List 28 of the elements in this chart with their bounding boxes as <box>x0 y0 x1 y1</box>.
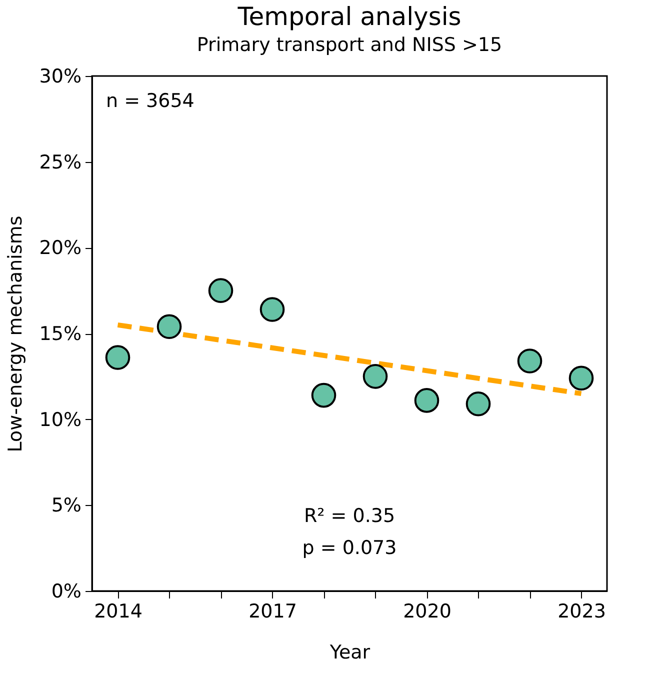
y-tick-label: 5% <box>51 494 82 517</box>
annotation: n = 3654 <box>106 90 194 112</box>
y-tick-label: 20% <box>39 237 82 260</box>
point <box>156 314 182 340</box>
point <box>568 366 594 391</box>
point <box>311 382 336 408</box>
point <box>105 345 130 370</box>
x-tick-label: 2020 <box>403 600 452 622</box>
point <box>414 388 440 413</box>
y-tick-label: 25% <box>39 151 82 174</box>
y-tick-label: 30% <box>39 66 82 88</box>
annotation: R² = 0.35 <box>304 505 396 527</box>
point <box>517 348 542 374</box>
point <box>466 392 491 416</box>
y-axis-title: Low-energy mechanisms <box>4 216 26 452</box>
annotation: p = 0.073 <box>302 537 397 559</box>
chart-title: Temporal analysis <box>236 2 462 31</box>
point <box>260 297 285 322</box>
point <box>362 364 388 389</box>
y-tick-label: 0% <box>51 580 82 602</box>
chart-subtitle: Primary transport and NISS >15 <box>196 34 502 56</box>
x-axis-title: Year <box>328 642 370 664</box>
x-tick-label: 2023 <box>558 600 606 622</box>
y-tick-label: 15% <box>39 323 82 345</box>
point <box>208 278 234 303</box>
x-tick-label: 2014 <box>94 600 142 622</box>
x-tick-label: 2017 <box>248 600 297 622</box>
y-tick-label: 10% <box>39 408 82 431</box>
